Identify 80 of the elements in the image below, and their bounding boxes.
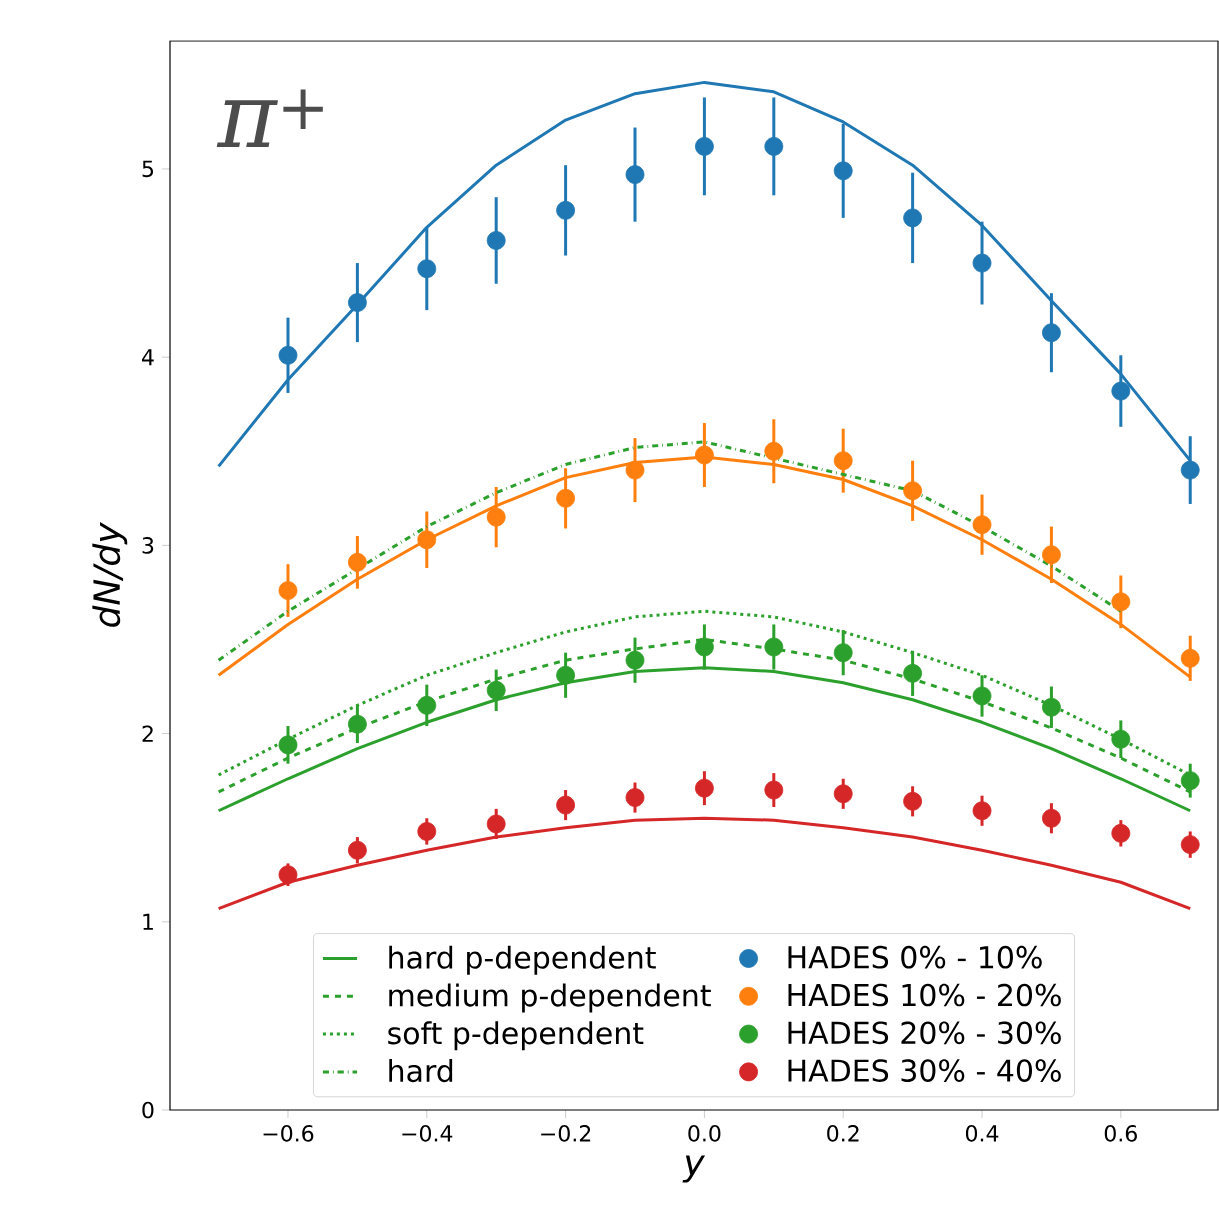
point xyxy=(695,637,714,657)
point xyxy=(417,530,437,550)
point xyxy=(972,515,992,535)
x-axis-title: y xyxy=(682,1155,706,1183)
point xyxy=(278,735,298,755)
y-tick-label: 1 xyxy=(143,913,153,930)
point xyxy=(556,488,575,508)
point xyxy=(625,460,645,480)
legend-label: HADES 10% - 20% xyxy=(788,983,1061,1007)
point xyxy=(695,136,714,156)
point xyxy=(695,445,714,465)
point xyxy=(1111,729,1131,749)
point xyxy=(347,714,367,734)
point xyxy=(625,650,645,670)
y-tick-label: 2 xyxy=(142,725,153,742)
point xyxy=(1042,697,1061,717)
point xyxy=(347,840,367,860)
point xyxy=(486,680,506,700)
point xyxy=(1042,808,1061,828)
legend-label: HADES 20% - 30% xyxy=(788,1021,1061,1045)
point xyxy=(903,208,923,228)
point xyxy=(695,778,714,798)
point xyxy=(417,695,437,715)
point xyxy=(486,814,506,834)
y-axis-title: dN/dy xyxy=(92,522,128,627)
y-tick-label: 4 xyxy=(142,349,154,366)
point xyxy=(278,345,298,365)
point xyxy=(903,663,923,683)
point xyxy=(556,795,575,815)
point xyxy=(625,165,645,185)
point xyxy=(1042,545,1061,565)
legend-label: soft p-dependent xyxy=(388,1021,644,1051)
point xyxy=(556,200,575,220)
point xyxy=(1180,771,1200,791)
point xyxy=(833,161,853,181)
x-tick-label: −0.6 xyxy=(263,1125,314,1142)
legend-label: HADES 0% - 10% xyxy=(788,945,1042,969)
x-tick-label: −0.4 xyxy=(402,1125,453,1142)
point xyxy=(764,441,784,461)
point xyxy=(417,259,437,279)
y-tick-label: 5 xyxy=(142,160,154,178)
point xyxy=(1180,460,1200,480)
point xyxy=(972,801,992,821)
point xyxy=(486,231,506,250)
point xyxy=(1111,381,1131,401)
x-tick-label: 0.4 xyxy=(965,1125,999,1142)
x-tick-label: 0.6 xyxy=(1104,1125,1137,1142)
point xyxy=(1180,648,1200,668)
x-tick-label: 0.0 xyxy=(688,1125,721,1142)
point xyxy=(625,788,645,807)
point xyxy=(1042,323,1061,343)
point xyxy=(764,136,784,156)
line-series xyxy=(217,816,1192,911)
point xyxy=(347,293,367,312)
point xyxy=(903,481,923,501)
point xyxy=(903,791,923,811)
point xyxy=(833,451,853,471)
point xyxy=(833,643,853,663)
point xyxy=(764,780,784,800)
legend-label: hard p-dependent xyxy=(389,945,656,975)
y-tick-label: 0 xyxy=(142,1101,154,1119)
legend-label: hard xyxy=(389,1059,453,1083)
point xyxy=(417,822,437,841)
legend-label: medium p-dependent xyxy=(389,983,711,1013)
point xyxy=(556,665,575,685)
legend-label: HADES 30% - 40% xyxy=(788,1059,1061,1082)
x-tick-label: −0.2 xyxy=(541,1125,591,1142)
point xyxy=(764,637,784,657)
point xyxy=(1180,835,1200,855)
point xyxy=(486,507,506,527)
point xyxy=(972,253,992,273)
point xyxy=(278,581,298,600)
y-tick-label: 3 xyxy=(142,537,154,554)
x-tick-label: 0.2 xyxy=(827,1125,859,1142)
point xyxy=(347,552,367,572)
point xyxy=(833,784,853,804)
point xyxy=(972,686,992,706)
point xyxy=(1111,592,1131,612)
point xyxy=(1111,823,1131,843)
chart-title: π$^{+}$ xyxy=(216,89,323,148)
